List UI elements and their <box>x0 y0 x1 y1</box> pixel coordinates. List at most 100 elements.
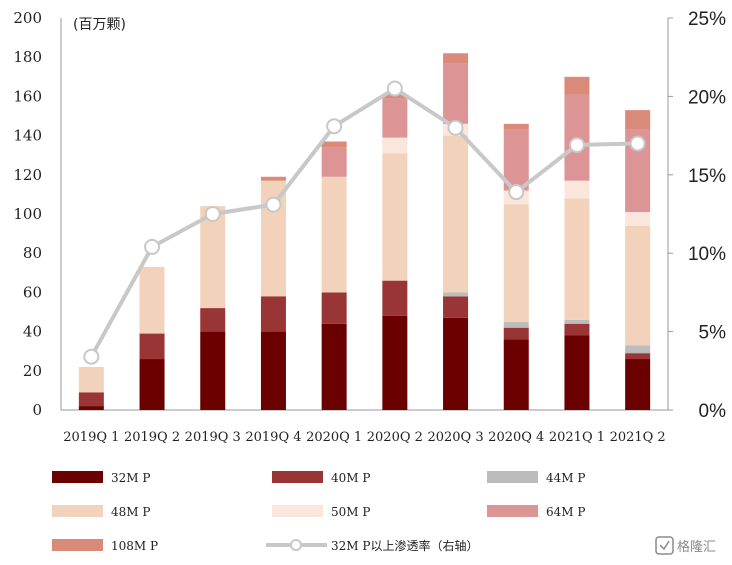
bar-segment <box>382 315 408 410</box>
y2-tick-label: 10% <box>688 244 726 265</box>
penetration-point <box>447 119 464 136</box>
watermark: 格隆汇 <box>655 536 716 555</box>
legend-swatch <box>52 505 103 517</box>
penetration-line-path <box>89 86 638 358</box>
x-tick-label: 2019Q 2 <box>124 430 180 445</box>
bar-segment <box>382 280 408 316</box>
penetration-point <box>265 196 282 213</box>
bar-segment <box>503 327 529 340</box>
bar-segment <box>443 135 469 293</box>
bar-segment <box>200 308 226 332</box>
y-tick-label: 100 <box>13 205 42 223</box>
penetration-line <box>83 80 646 365</box>
bar-segment <box>564 76 590 95</box>
bar-segment <box>625 353 651 360</box>
bar-segment <box>625 225 651 346</box>
y2-tick-label: 0% <box>699 401 727 422</box>
bar-segment <box>78 406 104 410</box>
x-tick-label: 2021Q 1 <box>549 430 605 445</box>
bar-segment <box>321 141 347 148</box>
y-axis-unit-label: (百万颗) <box>73 17 126 33</box>
legend: 32M P 40M P 44M P 48M P 50M P 64M P 108M P 32M … <box>52 471 585 553</box>
bar-segment <box>625 345 651 354</box>
bar-segment <box>443 292 469 297</box>
x-tick-label: 2020Q 4 <box>488 430 544 445</box>
bar-segment <box>443 53 469 64</box>
y-tick-label: 160 <box>13 87 42 105</box>
bar-segment <box>564 323 590 336</box>
legend-label: 48M P <box>111 505 150 519</box>
x-tick-label: 2020Q 3 <box>427 430 483 445</box>
bar-segment <box>78 366 104 393</box>
bar-segment <box>564 180 590 199</box>
bar-segment <box>260 176 286 181</box>
legend-swatch <box>272 505 323 517</box>
legend-label: 40M P <box>331 471 370 485</box>
x-tick-label: 2019Q 1 <box>63 430 119 445</box>
bar-segment <box>139 333 165 360</box>
x-tick-label: 2020Q 2 <box>367 430 423 445</box>
penetration-point <box>568 137 585 154</box>
bar-segment <box>200 206 226 309</box>
penetration-point <box>508 184 525 201</box>
legend-label: 64M P <box>546 505 585 519</box>
legend-label: 32M P以上渗透率（右轴） <box>331 538 478 553</box>
legend-label: 108M P <box>111 539 158 553</box>
bar-segment <box>321 176 347 293</box>
bar-segment <box>564 198 590 320</box>
bar-segment <box>78 392 104 407</box>
bar-segment <box>443 63 469 124</box>
y-tick-label: 0 <box>32 401 42 419</box>
bar-segment <box>625 359 651 410</box>
bar-segment <box>382 153 408 281</box>
bar-segment <box>503 339 529 410</box>
y-tick-label: 40 <box>23 323 42 341</box>
y2-tick-label: 5% <box>699 323 727 344</box>
bar-segment <box>200 331 226 410</box>
legend-swatch <box>272 471 323 483</box>
bar-segment <box>443 317 469 410</box>
x-tick-label: 2019Q 4 <box>245 430 301 445</box>
bar-segment <box>382 137 408 154</box>
y-tick-label: 140 <box>13 127 42 145</box>
penetration-point <box>386 80 403 97</box>
penetration-point <box>204 206 221 222</box>
legend-line-marker <box>290 539 302 551</box>
y-tick-label: 20 <box>23 362 42 380</box>
penetration-point <box>83 348 100 365</box>
penetration-point <box>326 118 343 135</box>
bar-segment <box>321 147 347 177</box>
bar-segment <box>321 323 347 410</box>
x-tick-label: 2019Q 3 <box>185 430 241 445</box>
bar-segment <box>443 296 469 318</box>
bar-segment <box>260 331 286 410</box>
y-tick-label: 80 <box>23 244 42 262</box>
legend-swatch <box>52 539 103 551</box>
penetration-point <box>629 135 646 152</box>
legend-label: 50M P <box>331 505 370 519</box>
y2-tick-label: 15% <box>688 166 726 187</box>
bar-segment <box>382 98 408 138</box>
legend-swatch <box>52 471 103 483</box>
bar-segment <box>503 123 529 130</box>
bar-segment <box>564 319 590 324</box>
y2-tick-label: 25% <box>688 9 726 30</box>
bar-segment <box>625 110 651 130</box>
y2-tick-label: 20% <box>688 87 726 108</box>
watermark-text: 格隆汇 <box>677 539 716 555</box>
legend-swatch <box>487 505 538 517</box>
x-tick-label: 2021Q 2 <box>610 430 666 445</box>
axes: 0 20 40 60 80 100 120 140 160 180 200 0% 5% 10% 15% 20%… <box>13 9 726 445</box>
bar-segment <box>503 204 529 322</box>
y-tick-label: 180 <box>13 48 42 66</box>
y-tick-label: 200 <box>13 9 42 27</box>
penetration-point <box>144 238 161 255</box>
y-tick-label: 120 <box>13 166 42 184</box>
x-tick-label: 2020Q 1 <box>306 430 362 445</box>
legend-swatch <box>487 471 538 483</box>
bar-segment <box>564 335 590 410</box>
watermark-logo-icon <box>655 536 674 555</box>
bar-segment <box>503 321 529 328</box>
y-tick-label: 60 <box>23 283 42 301</box>
